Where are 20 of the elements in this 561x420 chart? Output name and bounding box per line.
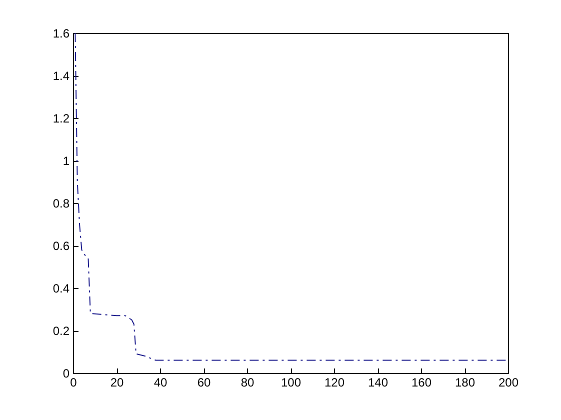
- y-tick-label: 1: [62, 154, 70, 168]
- y-tick-label: 0.8: [52, 196, 70, 210]
- x-tick-label: 20: [110, 376, 124, 390]
- x-tick-label: 200: [498, 376, 519, 390]
- x-tick-label: 40: [154, 376, 168, 390]
- y-tick-label: 0: [62, 366, 70, 380]
- y-tick-label: 0.2: [52, 324, 70, 338]
- x-tick-label: 160: [411, 376, 432, 390]
- x-tick-label: 80: [240, 376, 254, 390]
- y-tick-label: 0.6: [52, 239, 70, 253]
- x-tick-label: 140: [368, 376, 388, 390]
- x-tick-label: 100: [280, 376, 302, 390]
- y-tick-label: 1.2: [52, 112, 70, 126]
- x-tick-label: 180: [454, 376, 476, 390]
- y-tick-label: 1.6: [52, 26, 70, 40]
- y-tick-label: 1.4: [52, 69, 70, 83]
- y-tick-label: 0.4: [52, 282, 70, 296]
- x-tick-label: 60: [197, 376, 211, 390]
- line-series: [74, 32, 508, 361]
- x-tick-label: 120: [324, 376, 345, 390]
